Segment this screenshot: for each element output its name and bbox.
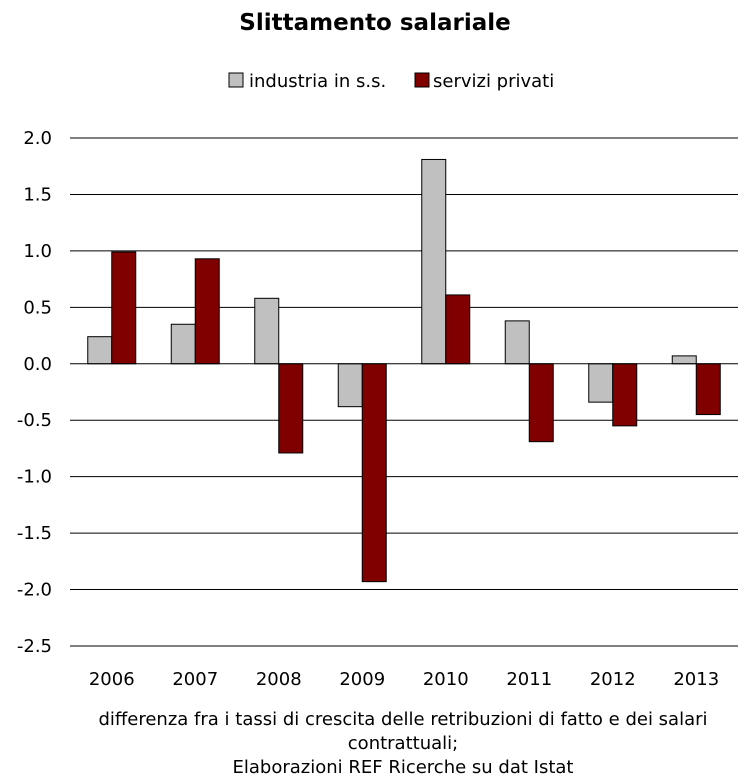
legend-label-industria: industria in s.s. — [249, 71, 386, 92]
bar-industria-2013 — [671, 355, 697, 365]
legend-swatch-industria — [228, 72, 244, 88]
caption-line-3: Elaborazioni REF Ricerche su dat Istat — [233, 757, 574, 778]
bar-industria-2010 — [421, 158, 447, 365]
y-tick-label: 1.0 — [23, 241, 52, 262]
bar-servizi-2010 — [445, 294, 471, 365]
x-tick-label: 2006 — [89, 669, 135, 690]
x-tick-label: 2011 — [506, 669, 552, 690]
x-tick-label: 2009 — [339, 669, 385, 690]
x-tick-label: 2012 — [590, 669, 636, 690]
bar-servizi-2012 — [612, 363, 638, 427]
bars — [87, 158, 721, 583]
bar-industria-2007 — [170, 323, 196, 365]
x-tick-label: 2010 — [423, 669, 469, 690]
bar-industria-2008 — [254, 297, 280, 365]
bar-industria-2006 — [87, 336, 113, 365]
legend-swatch-servizi — [414, 72, 430, 88]
caption-line-2: contrattuali; — [348, 733, 458, 754]
caption-line-1: differenza fra i tassi di crescita delle… — [98, 709, 707, 730]
bar-servizi-2009 — [361, 363, 387, 583]
x-tick-label: 2008 — [256, 669, 302, 690]
x-tick-label: 2013 — [673, 669, 719, 690]
y-tick-label: -0.5 — [17, 410, 52, 431]
legend-label-servizi: servizi privati — [433, 71, 554, 92]
y-tick-label: -1.5 — [17, 523, 52, 544]
bar-servizi-2013 — [695, 363, 721, 416]
y-tick-label: 1.5 — [23, 184, 52, 205]
bar-servizi-2008 — [278, 363, 304, 454]
chart-title: Slittamento salariale — [239, 10, 510, 36]
legend: industria in s.s. servizi privati — [228, 71, 554, 92]
x-tick-label: 2007 — [172, 669, 218, 690]
grid — [70, 137, 738, 647]
bar-industria-2012 — [588, 363, 614, 403]
y-tick-label: -2.5 — [17, 636, 52, 657]
y-axis: 2.0 1.5 1.0 0.5 0.0 -0.5 -1.0 -1.5 -2.0 -2.5 — [17, 128, 52, 657]
bar-industria-2009 — [337, 363, 363, 408]
y-tick-label: 0.0 — [23, 354, 52, 375]
bar-servizi-2011 — [528, 363, 554, 443]
bar-servizi-2006 — [111, 251, 137, 365]
y-tick-label: -1.0 — [17, 467, 52, 488]
bar-industria-2011 — [504, 320, 530, 365]
x-axis: 2006 2007 2008 2009 2010 2011 2012 2013 — [89, 669, 719, 690]
y-tick-label: 2.0 — [23, 128, 52, 149]
y-tick-label: 0.5 — [23, 297, 52, 318]
bar-servizi-2007 — [194, 258, 220, 365]
y-tick-label: -2.0 — [17, 580, 52, 601]
x-axis-caption: differenza fra i tassi di crescita delle… — [98, 709, 707, 778]
